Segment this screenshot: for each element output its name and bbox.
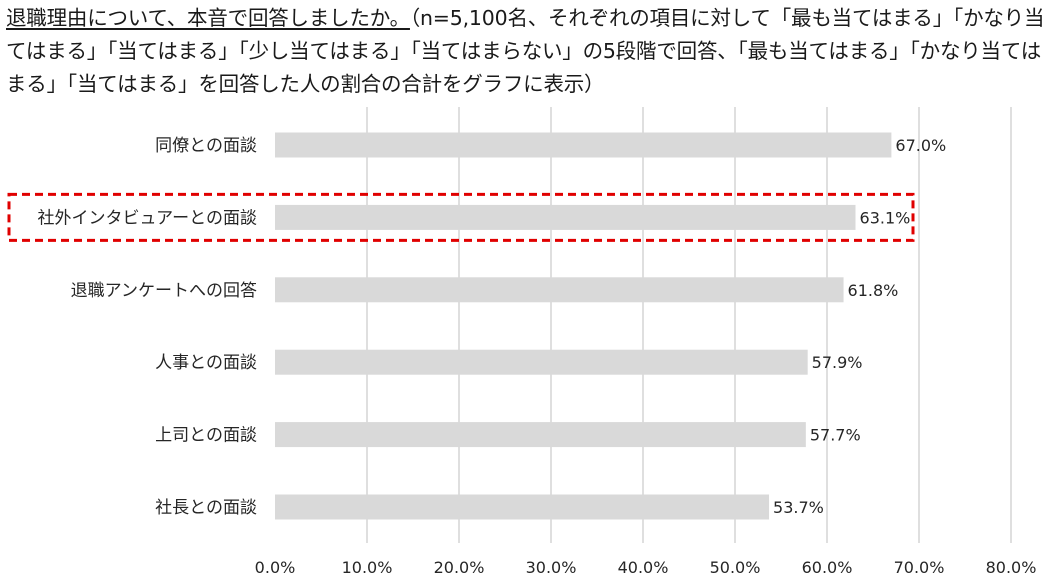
highlight-frame xyxy=(7,192,915,242)
x-tick-label: 10.0% xyxy=(342,558,393,577)
bar xyxy=(275,349,808,375)
x-tick-label: 70.0% xyxy=(894,558,945,577)
x-tick-label: 50.0% xyxy=(710,558,761,577)
value-label: 63.1% xyxy=(860,208,911,227)
chart-title: 退職理由について、本音で回答しましたか。（n=5,100名、それぞれの項目に対し… xyxy=(6,2,1056,101)
x-tick-label: 60.0% xyxy=(802,558,853,577)
chart-title-question: 退職理由について、本音で回答しましたか。 xyxy=(6,6,410,30)
category-label: 退職アンケートへの回答 xyxy=(71,281,257,301)
bar xyxy=(275,132,892,158)
value-label: 67.0% xyxy=(895,136,946,155)
x-tick-label: 0.0% xyxy=(255,558,296,577)
x-tick-label: 80.0% xyxy=(986,558,1037,577)
x-tick-label: 20.0% xyxy=(434,558,485,577)
value-label: 57.9% xyxy=(812,353,863,372)
bar xyxy=(275,204,856,230)
category-label: 上司との面談 xyxy=(155,426,257,446)
gridlines xyxy=(366,107,1012,543)
x-tick-label: 30.0% xyxy=(526,558,577,577)
bar xyxy=(275,494,770,520)
value-label: 57.7% xyxy=(810,426,861,445)
category-label: 社長との面談 xyxy=(155,498,257,518)
category-label: 人事との面談 xyxy=(155,353,257,373)
chart-title-note: （n=5,100名、それぞれの項目に対して「最も当てはまる」「かなり当てはまる」… xyxy=(6,6,1045,96)
bar xyxy=(275,277,844,303)
bar xyxy=(275,422,806,448)
category-label: 社外インタビュアーとの面談 xyxy=(38,208,257,228)
bars xyxy=(275,132,892,520)
x-tick-label: 40.0% xyxy=(618,558,669,577)
value-label: 53.7% xyxy=(773,498,824,517)
value-label: 61.8% xyxy=(848,281,899,300)
labels: 0.0% 10.0% 20.0% 30.0% 40.0% 50.0% 60.0% 70.0% 8… xyxy=(38,136,1037,577)
category-label: 同僚との面談 xyxy=(155,136,257,156)
highlight-box xyxy=(7,192,915,242)
